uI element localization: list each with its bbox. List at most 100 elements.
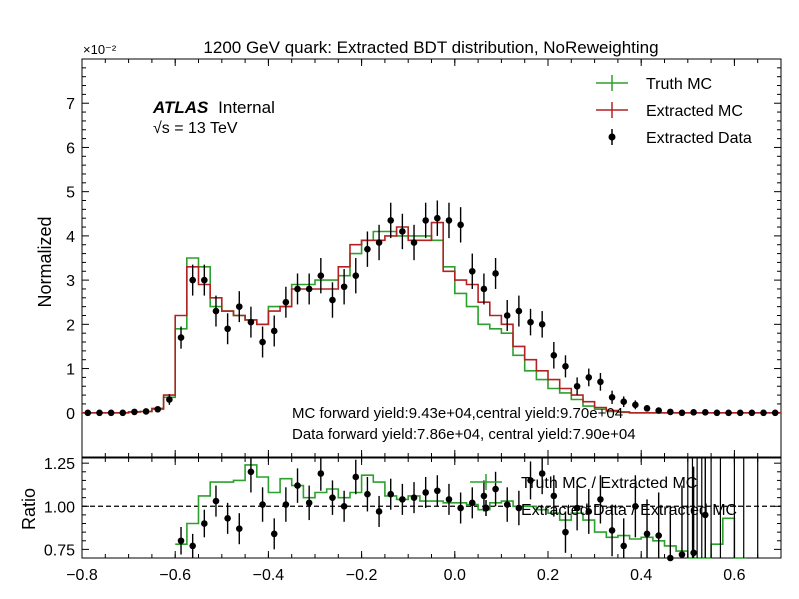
- ratio-point: [189, 542, 196, 550]
- x-tick-label: −0.4: [253, 567, 285, 584]
- data-point: [608, 394, 616, 401]
- main-series-layer: [82, 200, 781, 417]
- data-point: [480, 285, 488, 293]
- ratio-point: [538, 470, 546, 477]
- data-point: [760, 409, 767, 417]
- ratio-point: [177, 537, 185, 545]
- ratio-y-tick-label: 1.00: [44, 499, 75, 516]
- legend-data-ratio-marker: [482, 504, 490, 512]
- ratio-point: [678, 551, 686, 558]
- legend-extracted-mc-label: Extracted MC: [646, 103, 743, 120]
- data-point: [655, 407, 662, 414]
- data-point: [550, 351, 558, 359]
- data-point: [457, 221, 464, 229]
- data-point: [632, 401, 639, 409]
- y-tick-label: 7: [66, 96, 75, 113]
- data-point: [212, 307, 220, 315]
- ratio-series-0-step-line: [175, 464, 747, 559]
- ratio-point: [550, 492, 558, 500]
- main-y-axis: 0 1 2 3 4 5 6 7: [66, 67, 781, 423]
- y-tick-label: 4: [66, 229, 75, 246]
- data-point: [224, 325, 231, 333]
- data-point: [201, 276, 208, 284]
- chart-title: 1200 GeV quark: Extracted BDT distributi…: [203, 38, 658, 57]
- ratio-point: [375, 508, 383, 515]
- data-point: [736, 409, 744, 417]
- ratio-point: [515, 504, 523, 512]
- data-point: [434, 214, 441, 222]
- data-point: [573, 382, 581, 390]
- y-tick-label: 1: [66, 362, 75, 379]
- data-point: [771, 409, 779, 417]
- y-tick-label: 3: [66, 273, 75, 290]
- x-tick-label: 0.4: [630, 567, 652, 584]
- data-point: [259, 338, 266, 346]
- ratio-point: [282, 501, 290, 508]
- series-0-step-line: [82, 230, 781, 414]
- ratio-point: [352, 473, 360, 481]
- legend-data-ratio-label: Extracted Data / Extracted MC: [521, 502, 737, 519]
- ratio-point: [305, 499, 313, 507]
- ratio-point: [294, 482, 301, 489]
- mc-yield-annotation: MC forward yield:9.43e+04,central yield:…: [292, 405, 623, 422]
- ratio-panel: 0.75 1.00 1.25 Ratio Truth MC / Extracted …: [19, 456, 782, 562]
- data-point: [294, 285, 301, 293]
- data-point: [142, 408, 150, 415]
- x-axis: −0.8 −0.6 −0.4 −0.2 0.0 0.2 0.4 0.6: [66, 59, 782, 584]
- ratio-point: [690, 549, 697, 557]
- ratio-point: [317, 470, 325, 477]
- x-tick-label: −0.2: [346, 567, 378, 584]
- ratio-legend: Truth MC / Extracted MC Extracted Data /…: [470, 474, 737, 519]
- ratio-point: [701, 511, 709, 519]
- ratio-point: [224, 515, 231, 522]
- data-point: [667, 408, 674, 416]
- ratio-point: [212, 497, 220, 505]
- ratio-point: [457, 504, 464, 512]
- data-point: [562, 363, 569, 370]
- main-y-axis-label: Normalized: [35, 216, 55, 307]
- y-scale-label: ×10⁻²: [83, 42, 117, 57]
- data-point: [725, 409, 732, 417]
- x-tick-label: −0.8: [66, 567, 98, 584]
- data-point: [270, 327, 278, 335]
- ratio-point: [445, 496, 453, 503]
- legend-item-truth-ratio: Truth MC / Extracted MC: [470, 474, 697, 492]
- ratio-point: [201, 520, 208, 527]
- y-tick-label: 2: [66, 317, 75, 334]
- data-point: [597, 378, 604, 386]
- legend-truth-ratio-label: Truth MC / Extracted MC: [521, 475, 697, 492]
- data-point: [119, 409, 127, 417]
- legend-item-truth-mc: Truth MC: [596, 75, 712, 93]
- ratio-point: [573, 504, 581, 512]
- legend-item-extracted-mc: Extracted MC: [596, 102, 743, 120]
- data-point: [247, 318, 255, 326]
- ratio-point: [399, 496, 406, 503]
- ratio-point: [480, 492, 488, 500]
- ratio-point: [597, 496, 604, 503]
- data-yield-annotation: Data forward yield:7.86e+04, central yie…: [292, 426, 636, 443]
- ratio-y-axis-label: Ratio: [19, 488, 39, 530]
- data-point: [678, 409, 686, 417]
- main-panel: 0 1 2 3 4 5 6 7 Normalized ATLAS Internal √s = …: [35, 58, 782, 458]
- x-tick-label: 0.0: [444, 567, 466, 584]
- main-legend: Truth MC Extracted MC Extracted Data: [596, 75, 752, 147]
- data-point: [352, 272, 360, 279]
- data-point: [643, 405, 651, 412]
- ratio-point: [259, 501, 266, 508]
- data-point: [375, 239, 383, 246]
- data-point: [177, 334, 185, 341]
- data-point: [166, 396, 173, 403]
- data-point: [317, 272, 325, 279]
- ratio-point: [410, 494, 418, 501]
- ratio-point: [468, 499, 476, 507]
- data-point: [282, 298, 290, 306]
- ratio-point: [387, 490, 395, 498]
- ratio-point: [643, 530, 651, 538]
- legend-truth-mc-label: Truth MC: [646, 76, 712, 93]
- ratio-series-layer: [82, 458, 781, 562]
- data-point: [492, 270, 499, 277]
- ratio-point: [492, 485, 499, 493]
- x-tick-label: −0.6: [159, 567, 191, 584]
- ratio-point: [503, 501, 511, 508]
- ratio-point: [562, 528, 569, 536]
